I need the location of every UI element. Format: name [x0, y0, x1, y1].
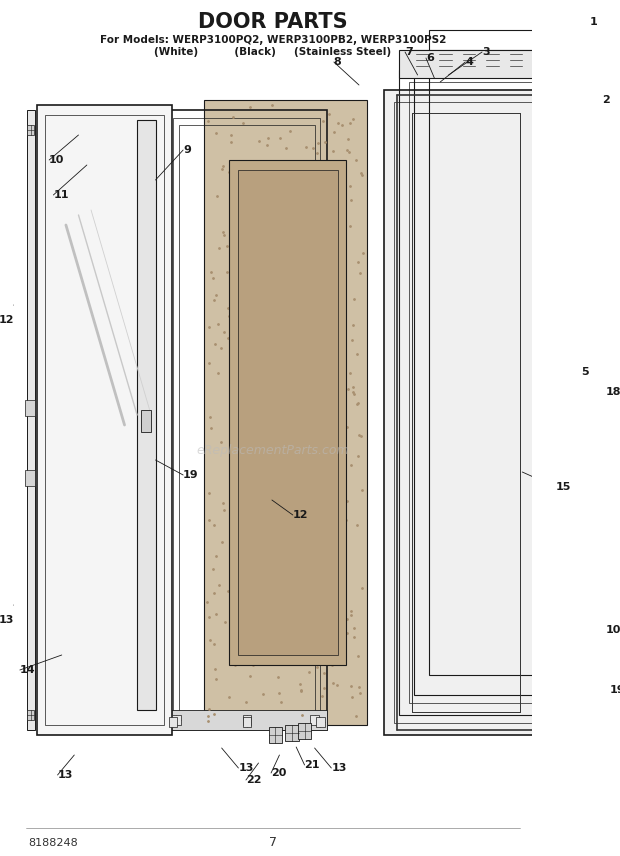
Polygon shape	[204, 100, 368, 725]
Circle shape	[559, 429, 569, 441]
Polygon shape	[27, 110, 35, 730]
Circle shape	[559, 74, 569, 86]
Circle shape	[559, 579, 569, 591]
Text: 10: 10	[606, 625, 620, 635]
Polygon shape	[37, 105, 172, 735]
Text: 10: 10	[49, 155, 64, 165]
Text: 11: 11	[53, 190, 69, 200]
Circle shape	[559, 139, 569, 151]
Polygon shape	[166, 710, 327, 730]
Text: (White)          (Black)     (Stainless Steel): (White) (Black) (Stainless Steel)	[154, 47, 391, 57]
Text: 5: 5	[581, 367, 588, 377]
Polygon shape	[399, 50, 558, 78]
Text: 13: 13	[331, 763, 347, 773]
Polygon shape	[237, 170, 338, 655]
Bar	[27, 710, 34, 720]
Text: 3: 3	[482, 47, 490, 57]
Bar	[25, 470, 35, 486]
Polygon shape	[384, 90, 547, 735]
Text: 19: 19	[610, 685, 620, 695]
Bar	[242, 715, 251, 725]
Text: eReplacementParts.com: eReplacementParts.com	[197, 443, 349, 456]
Text: For Models: WERP3100PQ2, WERP3100PB2, WERP3100PS2: For Models: WERP3100PQ2, WERP3100PB2, WE…	[100, 35, 446, 45]
Text: 4: 4	[466, 57, 473, 67]
Text: 7: 7	[268, 836, 277, 849]
Text: 18: 18	[606, 387, 620, 397]
Text: 19: 19	[183, 470, 199, 480]
Polygon shape	[285, 725, 299, 741]
Text: 1: 1	[589, 17, 597, 27]
Text: 13: 13	[58, 770, 73, 780]
Text: DOOR PARTS: DOOR PARTS	[198, 12, 348, 32]
Circle shape	[559, 619, 569, 631]
Polygon shape	[552, 65, 577, 740]
Text: 8: 8	[334, 57, 342, 67]
Text: 22: 22	[246, 775, 262, 785]
Bar	[316, 717, 325, 727]
Bar	[169, 717, 177, 727]
Text: 6: 6	[426, 53, 434, 63]
Text: 12: 12	[293, 510, 308, 520]
Text: 21: 21	[304, 760, 320, 770]
Polygon shape	[268, 727, 282, 743]
Bar	[25, 400, 35, 416]
Text: 9: 9	[183, 145, 191, 155]
Polygon shape	[229, 160, 347, 665]
Bar	[141, 410, 151, 432]
Bar	[172, 715, 180, 725]
Text: 8188248: 8188248	[29, 838, 78, 848]
Text: 13: 13	[239, 763, 254, 773]
Polygon shape	[137, 120, 156, 710]
Text: 12: 12	[0, 315, 14, 325]
Polygon shape	[298, 723, 311, 739]
Text: 13: 13	[0, 615, 14, 625]
Text: 14: 14	[20, 665, 35, 675]
Text: 7: 7	[405, 47, 413, 57]
Bar	[27, 125, 34, 135]
Text: 15: 15	[556, 482, 571, 492]
Circle shape	[559, 259, 569, 271]
Text: 2: 2	[602, 95, 609, 105]
Bar	[242, 717, 251, 727]
Bar	[311, 715, 319, 725]
Text: 20: 20	[271, 768, 286, 778]
